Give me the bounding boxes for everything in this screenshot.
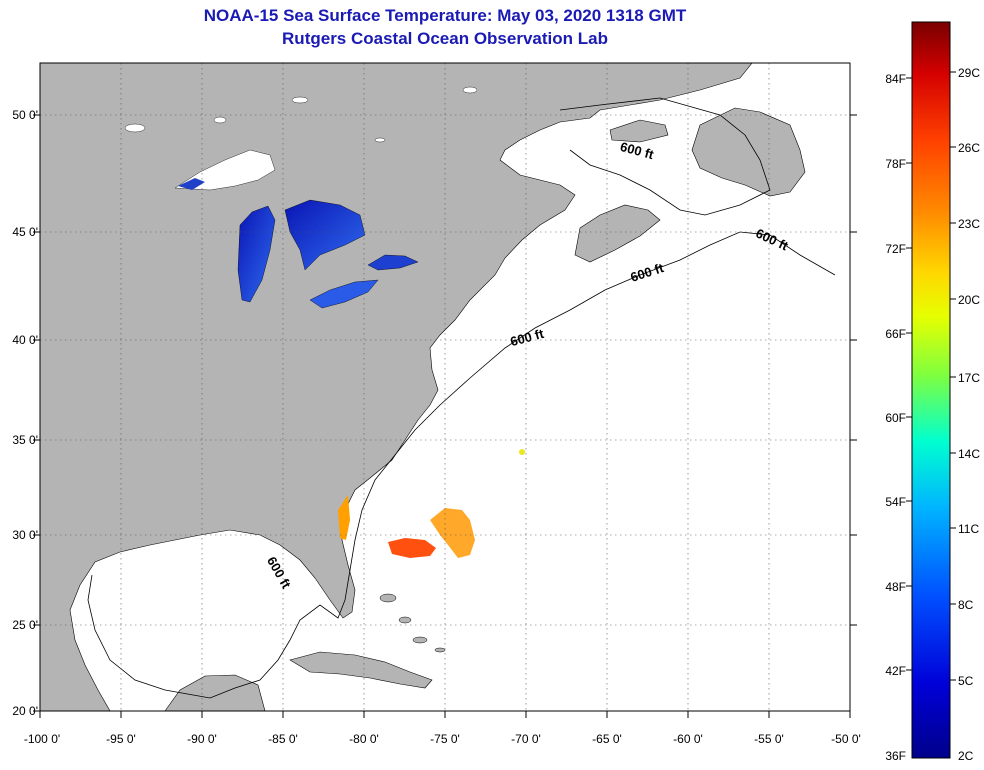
isolated-sst-point — [519, 449, 525, 455]
colorbar-f-label: 48F — [885, 580, 906, 594]
gulf-stream-sst-west — [388, 538, 436, 558]
bahamas-islands — [379, 593, 446, 653]
map-subtitle: Rutgers Coastal Ocean Observation Lab — [282, 29, 608, 48]
lat-label: 20 0' — [12, 704, 38, 718]
colorbar-c-label: 8C — [958, 598, 974, 612]
nova-scotia-land — [574, 204, 661, 263]
colorbar-c-label: 20C — [958, 293, 981, 307]
colorbar-f-label: 84F — [885, 72, 906, 86]
lat-label: 25 0' — [12, 618, 38, 632]
gulf-stream-sst-east — [430, 508, 475, 558]
lon-label: -65 0' — [592, 732, 622, 746]
lon-label: -80 0' — [349, 732, 379, 746]
lon-label: -70 0' — [511, 732, 541, 746]
lon-label: -55 0' — [754, 732, 784, 746]
lat-label: 50 0' — [12, 108, 38, 122]
colorbar-f-label: 60F — [885, 411, 906, 425]
colorbar-c-label: 23C — [958, 217, 981, 231]
lon-label: -60 0' — [673, 732, 703, 746]
sst-patches — [338, 449, 525, 558]
colorbar-f-label: 78F — [885, 157, 906, 171]
colorbar — [911, 21, 951, 759]
lon-label: -100 0' — [23, 732, 61, 746]
lat-label: 30 0' — [12, 528, 38, 542]
colorbar-c-label: 17C — [958, 371, 981, 385]
lon-label: -75 0' — [430, 732, 460, 746]
colorbar-c-label: 2C — [958, 749, 974, 763]
lon-label: -50 0' — [831, 732, 861, 746]
lat-label: 40 0' — [12, 333, 38, 347]
anticosti-island-land — [609, 119, 669, 143]
map-title: NOAA-15 Sea Surface Temperature: May 03,… — [203, 6, 687, 25]
lon-label: -90 0' — [187, 732, 217, 746]
colorbar-c-label: 26C — [958, 141, 981, 155]
lake-erie — [309, 279, 379, 309]
colorbar-c-label: 29C — [958, 66, 981, 80]
lake-huron — [284, 199, 366, 271]
colorbar-c-label: 11C — [958, 522, 980, 536]
colorbar-c-label: 14C — [958, 447, 981, 461]
graticule — [40, 63, 850, 711]
florida-coast-sst — [338, 495, 350, 540]
colorbar-f-label: 66F — [885, 327, 906, 341]
colorbar-f-label: 36F — [885, 749, 906, 763]
colorbar-f-label: 72F — [885, 242, 906, 256]
colorbar-f-label: 54F — [885, 495, 906, 509]
lon-label: -95 0' — [106, 732, 136, 746]
colorbar-f-label: 42F — [885, 664, 906, 678]
lat-label: 45 0' — [12, 225, 38, 239]
northern-lakes — [124, 86, 478, 143]
lake-ontario — [367, 254, 419, 271]
newfoundland-land — [691, 107, 806, 197]
isobath-600ft-line — [87, 231, 836, 699]
lake-michigan — [237, 205, 276, 303]
gulf-of-st-lawrence-shelf — [559, 97, 771, 216]
lon-label: -85 0' — [268, 732, 298, 746]
lat-label: 35 0' — [12, 433, 38, 447]
axis-ticks — [33, 114, 857, 718]
great-lakes — [174, 149, 419, 309]
colorbar-c-label: 5C — [958, 674, 974, 688]
cuba-land — [289, 651, 433, 689]
lake-superior-sst — [178, 178, 205, 190]
colorbar-ticks — [906, 71, 956, 681]
